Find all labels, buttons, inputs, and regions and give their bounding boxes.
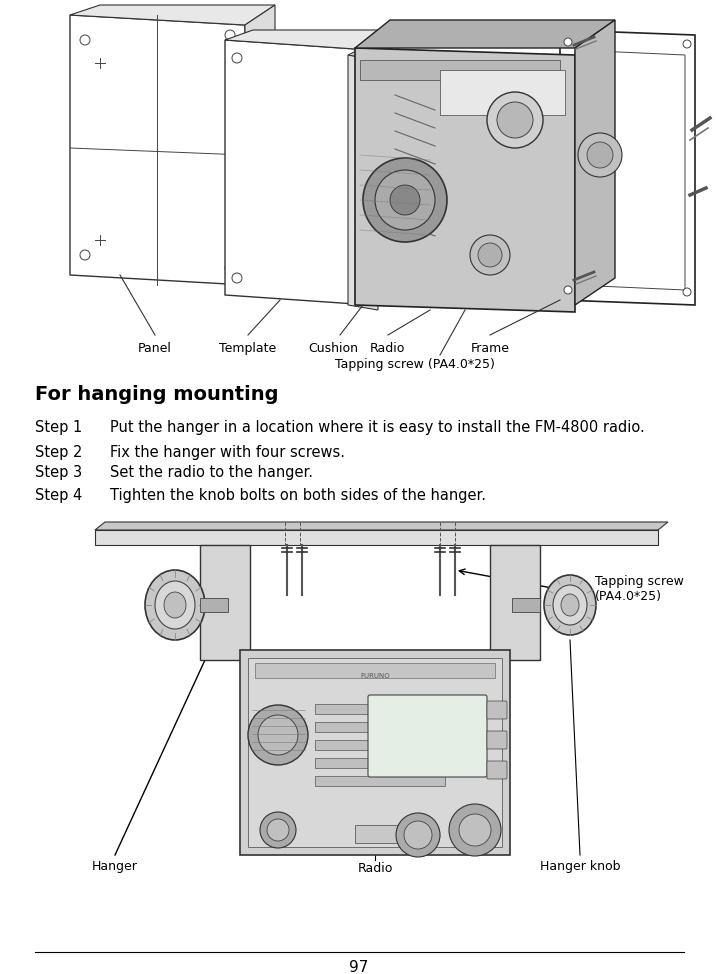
Polygon shape bbox=[560, 30, 695, 305]
Bar bbox=[440, 70, 565, 115]
Circle shape bbox=[683, 288, 691, 296]
Circle shape bbox=[80, 35, 90, 45]
Circle shape bbox=[564, 38, 572, 46]
Circle shape bbox=[449, 804, 501, 856]
Text: Step 2: Step 2 bbox=[35, 445, 83, 460]
Text: 97: 97 bbox=[349, 960, 369, 974]
Polygon shape bbox=[70, 5, 275, 25]
Bar bbox=[315, 704, 445, 714]
Circle shape bbox=[578, 133, 622, 177]
Polygon shape bbox=[575, 20, 615, 305]
Polygon shape bbox=[490, 545, 540, 660]
Text: Radio: Radio bbox=[357, 862, 393, 875]
Circle shape bbox=[396, 813, 440, 857]
Bar bbox=[315, 758, 445, 768]
Text: Put the hanger in a location where it is easy to install the FM-4800 radio.: Put the hanger in a location where it is… bbox=[110, 420, 645, 435]
Polygon shape bbox=[355, 48, 575, 312]
Circle shape bbox=[267, 819, 289, 841]
Polygon shape bbox=[225, 30, 398, 50]
Ellipse shape bbox=[553, 585, 587, 625]
FancyBboxPatch shape bbox=[487, 731, 507, 749]
Polygon shape bbox=[355, 20, 615, 48]
Circle shape bbox=[587, 142, 613, 168]
Polygon shape bbox=[370, 30, 398, 305]
Text: Panel: Panel bbox=[138, 342, 172, 355]
Text: Step 3: Step 3 bbox=[35, 465, 82, 480]
Text: Fix the hanger with four screws.: Fix the hanger with four screws. bbox=[110, 445, 345, 460]
Text: FURUNO: FURUNO bbox=[360, 673, 390, 679]
Bar bbox=[255, 663, 495, 678]
Ellipse shape bbox=[544, 575, 596, 635]
Bar bbox=[360, 60, 560, 80]
Text: For hanging mounting: For hanging mounting bbox=[35, 385, 278, 404]
Text: Tighten the knob bolts on both sides of the hanger.: Tighten the knob bolts on both sides of … bbox=[110, 488, 486, 503]
Circle shape bbox=[225, 30, 235, 40]
Bar bbox=[315, 740, 445, 750]
Circle shape bbox=[353, 283, 363, 293]
Circle shape bbox=[232, 273, 242, 283]
Circle shape bbox=[260, 812, 296, 848]
Text: Step 1: Step 1 bbox=[35, 420, 82, 435]
Circle shape bbox=[683, 40, 691, 48]
Polygon shape bbox=[348, 55, 378, 310]
Polygon shape bbox=[95, 522, 668, 530]
Polygon shape bbox=[348, 48, 392, 60]
FancyBboxPatch shape bbox=[368, 695, 487, 777]
Bar bbox=[315, 722, 445, 732]
Text: Hanger: Hanger bbox=[92, 860, 138, 873]
Ellipse shape bbox=[164, 592, 186, 618]
Text: Tapping screw
(PA4.0*25): Tapping screw (PA4.0*25) bbox=[595, 575, 684, 603]
Polygon shape bbox=[575, 50, 685, 290]
Polygon shape bbox=[245, 5, 275, 285]
Polygon shape bbox=[240, 650, 510, 855]
Circle shape bbox=[248, 705, 308, 765]
Circle shape bbox=[375, 170, 435, 230]
Bar bbox=[315, 776, 445, 786]
Circle shape bbox=[404, 821, 432, 849]
Text: Cushion: Cushion bbox=[308, 342, 358, 355]
Ellipse shape bbox=[561, 594, 579, 616]
Circle shape bbox=[470, 235, 510, 275]
FancyBboxPatch shape bbox=[487, 761, 507, 779]
Text: Template: Template bbox=[219, 342, 277, 355]
Text: Tapping screw (PA4.0*25): Tapping screw (PA4.0*25) bbox=[335, 358, 495, 371]
Polygon shape bbox=[200, 545, 250, 660]
Circle shape bbox=[232, 53, 242, 63]
Circle shape bbox=[564, 286, 572, 294]
Text: Frame: Frame bbox=[470, 342, 510, 355]
Circle shape bbox=[497, 102, 533, 138]
Circle shape bbox=[353, 60, 363, 70]
Polygon shape bbox=[70, 15, 245, 285]
Circle shape bbox=[459, 814, 491, 846]
Circle shape bbox=[487, 92, 543, 148]
Ellipse shape bbox=[145, 570, 205, 640]
Circle shape bbox=[225, 263, 235, 273]
Polygon shape bbox=[225, 40, 370, 305]
Text: Set the radio to the hanger.: Set the radio to the hanger. bbox=[110, 465, 313, 480]
Circle shape bbox=[363, 158, 447, 242]
Circle shape bbox=[478, 243, 502, 267]
Polygon shape bbox=[248, 658, 502, 847]
Circle shape bbox=[258, 715, 298, 755]
Bar bbox=[200, 598, 228, 612]
Text: Step 4: Step 4 bbox=[35, 488, 82, 503]
Text: Hanger knob: Hanger knob bbox=[540, 860, 620, 873]
Circle shape bbox=[390, 185, 420, 215]
Bar bbox=[512, 598, 540, 612]
Circle shape bbox=[80, 250, 90, 260]
Bar bbox=[355, 825, 405, 843]
Ellipse shape bbox=[155, 581, 195, 629]
Polygon shape bbox=[95, 530, 658, 545]
FancyBboxPatch shape bbox=[487, 701, 507, 719]
Text: Radio: Radio bbox=[370, 342, 405, 355]
